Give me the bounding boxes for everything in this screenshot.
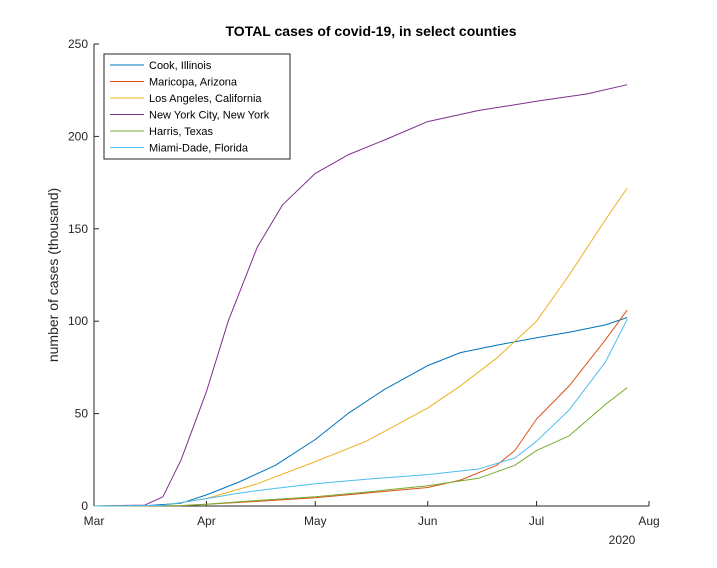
legend-entry-label: Los Angeles, California (149, 93, 262, 105)
y-tick-label: 250 (68, 37, 88, 51)
legend-entry-label: New York City, New York (149, 110, 270, 122)
y-tick-label: 0 (81, 499, 88, 513)
legend: Cook, Illinois Maricopa, Arizona Los Angel… (103, 53, 291, 160)
x-tick-label: Aug (638, 514, 659, 528)
chart-title: TOTAL cases of covid-19, in select count… (226, 23, 517, 39)
legend-entry-label: Maricopa, Arizona (149, 77, 238, 89)
legend-entry-label: Cook, Illinois (149, 60, 212, 72)
series-line-4 (93, 387, 628, 507)
x-tick-label: Apr (197, 514, 216, 528)
x-axis-secondary-label: 2020 (609, 533, 636, 547)
x-tick-label: May (304, 514, 327, 528)
series-line-5 (93, 319, 628, 507)
legend-entry-label: Miami-Dade, Florida (149, 143, 249, 155)
series-line-3 (93, 84, 628, 507)
plot-area: 0 50 100 150 200 250 Mar Apr May Jun Jul Aug (68, 37, 660, 528)
series-line-0 (93, 317, 628, 507)
y-tick-label: 150 (68, 222, 88, 236)
x-tick-label: Mar (84, 514, 105, 528)
y-tick-label: 50 (75, 407, 89, 421)
x-tick-label: Jun (418, 514, 437, 528)
y-axis-label: number of cases (thousand) (45, 188, 61, 362)
y-tick-label: 100 (68, 314, 88, 328)
legend-box (103, 53, 291, 160)
y-tick-label: 200 (68, 129, 88, 143)
legend-entry-label: Harris, Texas (149, 126, 213, 138)
x-tick-label: Jul (529, 514, 544, 528)
